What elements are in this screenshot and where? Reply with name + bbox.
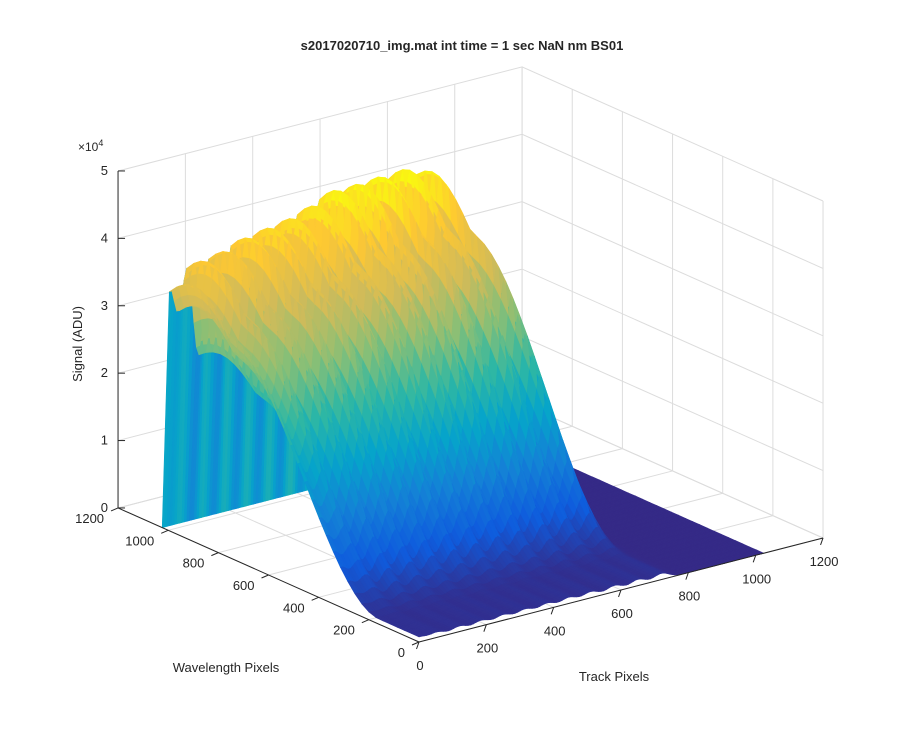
surface-mesh bbox=[161, 169, 765, 638]
grid-line bbox=[117, 133, 824, 269]
grid-line bbox=[117, 66, 824, 202]
